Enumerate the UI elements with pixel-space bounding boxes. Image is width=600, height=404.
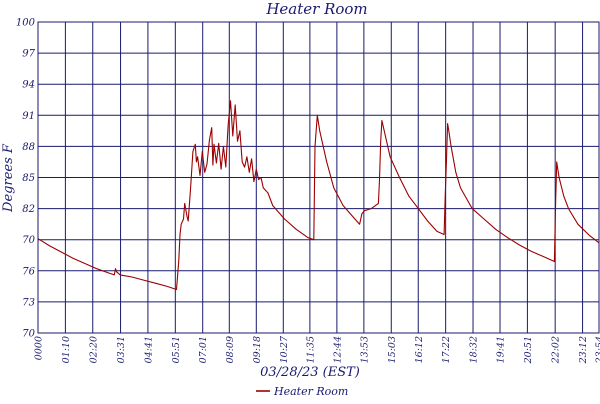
grid bbox=[38, 22, 599, 333]
x-tick-label: 05:51 bbox=[171, 336, 182, 363]
x-tick-label: 19:41 bbox=[496, 336, 507, 363]
y-tick-label: 76 bbox=[22, 266, 35, 277]
x-tick-label: 12:44 bbox=[332, 336, 343, 363]
series-line-0 bbox=[38, 101, 599, 290]
y-tick-label: 73 bbox=[22, 297, 35, 308]
y-tick-label: 97 bbox=[22, 49, 35, 60]
x-tick-label: 17:22 bbox=[441, 336, 452, 363]
legend: Heater Room bbox=[256, 385, 348, 398]
x-tick-label: 10:27 bbox=[279, 335, 290, 363]
y-tick-label: 94 bbox=[22, 80, 35, 91]
x-tick-label: 0000 bbox=[34, 336, 45, 360]
series-layer bbox=[38, 101, 599, 290]
x-tick-label: 04:41 bbox=[143, 336, 154, 363]
x-tick-label: 22:02 bbox=[551, 336, 562, 364]
x-tick-label: 08:09 bbox=[225, 336, 236, 363]
x-tick-label: 11:35 bbox=[305, 336, 316, 363]
x-tick-label: 03:31 bbox=[116, 336, 127, 363]
x-tick-label: 15:03 bbox=[387, 336, 398, 363]
x-tick-label: 23:54 bbox=[595, 336, 600, 364]
y-tick-label: 88 bbox=[22, 142, 35, 153]
x-tick-label: 01:10 bbox=[61, 336, 72, 363]
x-tick-label: 20:51 bbox=[523, 336, 534, 364]
x-tick-label: 18:32 bbox=[469, 336, 480, 363]
x-tick-label: 02:20 bbox=[88, 336, 99, 363]
x-tick-label: 13:53 bbox=[359, 336, 370, 363]
legend-label-heater-room: Heater Room bbox=[273, 385, 348, 398]
x-tick-labels: 0000 01:10 02:20 03:31 04:41 05:51 07:01 08:09 0… bbox=[34, 335, 600, 364]
y-tick-label: 91 bbox=[22, 111, 35, 122]
y-tick-label: 100 bbox=[16, 18, 36, 29]
y-tick-label: 70 bbox=[22, 235, 35, 246]
chart-title: Heater Room bbox=[265, 0, 367, 18]
x-tick-label: 07:01 bbox=[198, 336, 209, 363]
x-tick-label: 16:12 bbox=[414, 336, 425, 363]
y-tick-label: 82 bbox=[22, 204, 35, 215]
y-axis-label: Degrees F bbox=[1, 143, 16, 213]
x-tick-label: 09:18 bbox=[252, 336, 263, 363]
y-tick-label: 85 bbox=[22, 173, 35, 184]
x-tick-label: 23:12 bbox=[578, 336, 589, 364]
x-axis-label: 03/28/23 (EST) bbox=[260, 365, 360, 380]
